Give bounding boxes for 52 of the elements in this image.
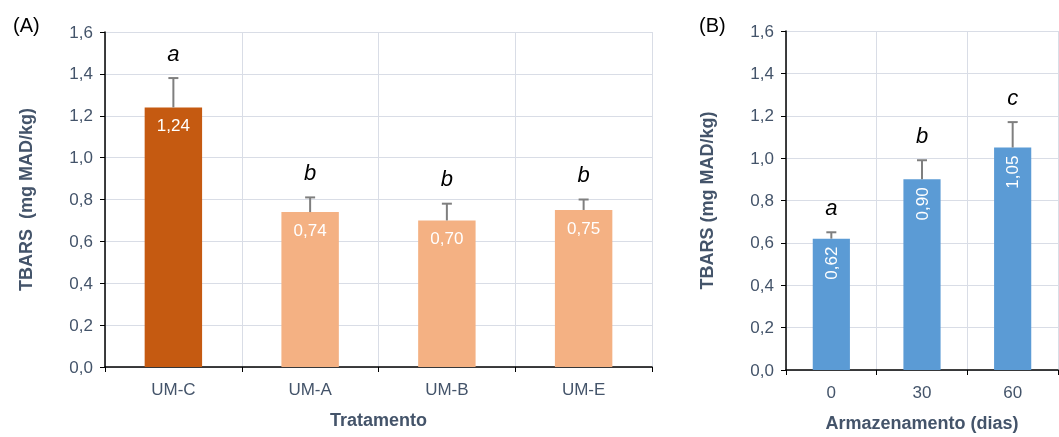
bar xyxy=(812,238,850,370)
x-tick-label: 0 xyxy=(826,383,837,402)
bar xyxy=(994,147,1032,370)
y-tick-label: 0,0 xyxy=(69,357,93,377)
y-tick-label: 0,6 xyxy=(69,231,93,251)
data-label: 0,75 xyxy=(567,218,601,238)
y-axis-title: TBARS (mg MAD/kg) xyxy=(697,111,717,290)
chart-title: (B) xyxy=(699,14,726,36)
x-tick-label: 30 xyxy=(912,383,932,402)
data-label: 0,90 xyxy=(912,187,932,221)
y-tick-label: 1,2 xyxy=(69,106,93,126)
y-tick-label: 0,0 xyxy=(750,360,774,380)
x-axis-title: Armazenamento (dias) xyxy=(825,413,1019,433)
data-label: 0,70 xyxy=(430,229,464,249)
x-axis-title: Tratamento xyxy=(329,410,428,430)
y-tick-label: 1,0 xyxy=(69,148,93,168)
y-tick-label: 0,8 xyxy=(69,190,93,209)
annotation: c xyxy=(1007,84,1019,110)
chart-title: (A) xyxy=(13,14,40,36)
x-tick-label: UM-E xyxy=(561,380,606,399)
y-tick-label: 0,6 xyxy=(750,233,774,253)
x-tick-label: 60 xyxy=(1003,383,1023,402)
data-label: 0,62 xyxy=(821,246,841,280)
bar xyxy=(418,220,476,367)
y-tick-label: 1,6 xyxy=(69,22,93,42)
y-tick-label: 1,0 xyxy=(750,148,774,168)
annotation: b xyxy=(304,159,317,185)
annotation: b xyxy=(577,162,590,187)
x-tick-label: UM-C xyxy=(151,380,196,399)
y-tick-label: 0,8 xyxy=(750,191,774,210)
annotation: a xyxy=(825,194,838,220)
y-tick-label: 0,4 xyxy=(750,275,774,295)
y-tick-label: 1,6 xyxy=(750,21,774,41)
data-label: 0,74 xyxy=(293,221,327,241)
annotation: b xyxy=(440,166,453,192)
bar xyxy=(554,209,613,367)
bar xyxy=(903,179,941,370)
annotation: a xyxy=(167,40,180,66)
data-label: 1,05 xyxy=(1003,155,1023,189)
bar xyxy=(281,212,339,367)
y-tick-label: 1,2 xyxy=(750,106,774,126)
y-tick-label: 0,2 xyxy=(69,315,93,335)
bar xyxy=(144,107,203,367)
x-tick-label: UM-B xyxy=(425,380,469,399)
y-tick-label: 1,4 xyxy=(750,63,774,83)
y-tick-label: 0,4 xyxy=(69,273,93,293)
y-axis-title: TBARS (mg MAD/kg) xyxy=(16,108,36,291)
y-tick-label: 1,4 xyxy=(69,64,93,84)
x-tick-label: UM-A xyxy=(288,380,333,399)
data-label: 1,24 xyxy=(156,116,190,136)
annotation: b xyxy=(915,122,929,148)
y-tick-label: 0,2 xyxy=(750,318,774,338)
